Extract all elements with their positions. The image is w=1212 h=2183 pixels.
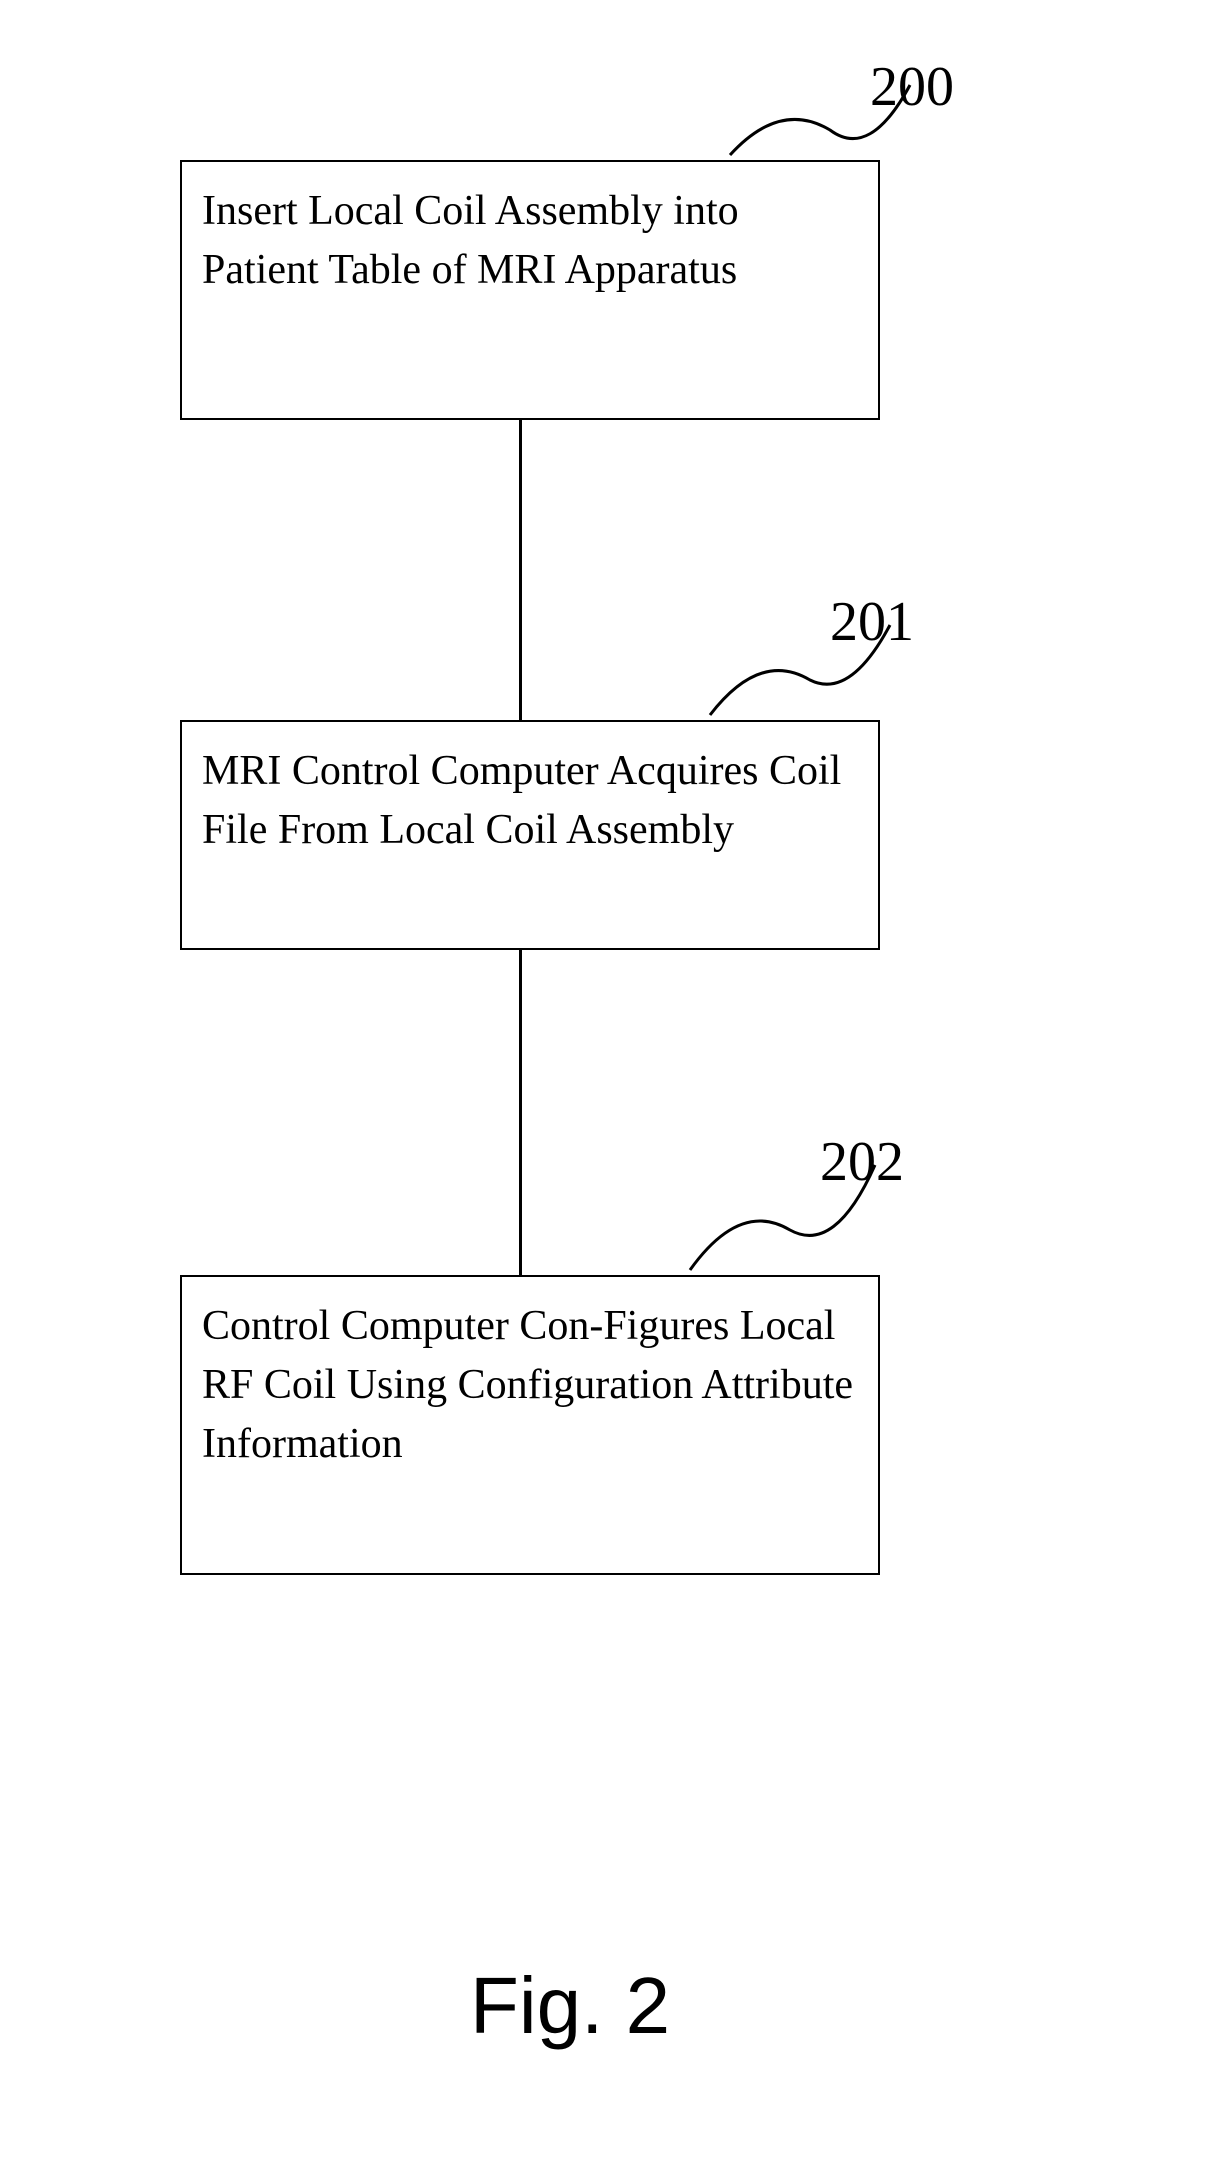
flow-box-200: Insert Local Coil Assembly into Patient … [180, 160, 880, 420]
label-202: 202 [820, 1130, 904, 1194]
connector-200-201 [519, 420, 522, 720]
flow-box-202: Control Computer Con-Figures Local RF Co… [180, 1275, 880, 1575]
flow-box-202-text: Control Computer Con-Figures Local RF Co… [202, 1303, 853, 1467]
label-200: 200 [870, 55, 954, 119]
flow-box-200-text: Insert Local Coil Assembly into Patient … [202, 188, 739, 293]
flow-box-201-text: MRI Control Computer Acquires Coil File … [202, 748, 841, 853]
figure-caption: Fig. 2 [470, 1960, 670, 2052]
flowchart-container: Insert Local Coil Assembly into Patient … [0, 0, 1212, 2183]
label-201: 201 [830, 590, 914, 654]
connector-201-202 [519, 950, 522, 1275]
flow-box-201: MRI Control Computer Acquires Coil File … [180, 720, 880, 950]
